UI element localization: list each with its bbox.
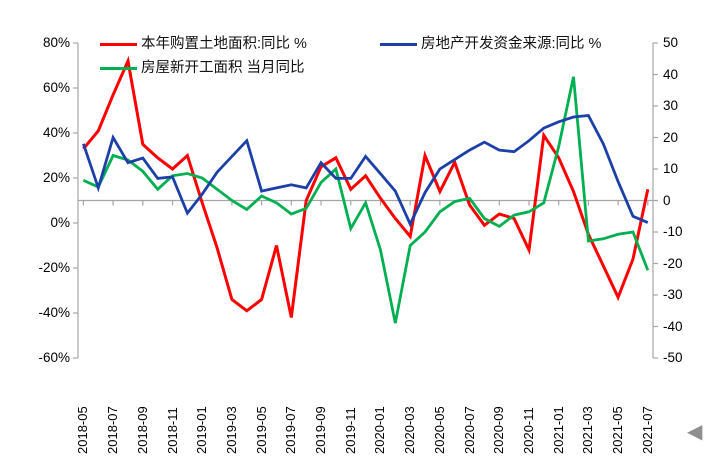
red-line-swatch	[100, 42, 137, 46]
y-axis-right-label: 20	[663, 129, 679, 145]
x-axis-label: 2021-05	[610, 406, 626, 454]
y-axis-left-label: 20%	[42, 170, 70, 185]
x-axis-label: 2020-09	[491, 406, 507, 454]
x-axis-label: 2018-07	[105, 406, 121, 454]
x-axis-label: 2018-05	[75, 406, 91, 454]
legend-label: 房屋新开工面积 当月同比	[141, 60, 305, 76]
x-axis-label: 2021-07	[639, 406, 655, 454]
x-axis-label: 2018-09	[134, 406, 150, 454]
green-line-swatch	[100, 66, 137, 70]
x-axis-label: 2020-07	[461, 406, 477, 454]
y-axis-left-label: -60%	[38, 350, 70, 365]
series-line-red	[82, 55, 650, 318]
legend-label: 房地产开发资金来源:同比 %	[421, 36, 602, 52]
y-axis-right-label: 10	[663, 161, 679, 176]
y-axis-left-label: 40%	[42, 125, 70, 140]
chevron-left-icon[interactable]: ◀	[687, 421, 703, 443]
x-axis-label: 2020-11	[520, 407, 536, 454]
x-axis-label: 2019-03	[223, 406, 239, 454]
y-axis-right-label: 30	[663, 98, 679, 113]
x-axis-label: 2021-03	[580, 406, 596, 454]
y-axis-left-label: 0%	[50, 215, 70, 230]
x-axis-label: 2019-07	[283, 406, 299, 454]
y-axis-right-label: -40	[663, 318, 683, 334]
x-axis-label: 2021-01	[550, 406, 566, 454]
y-axis-right-label: 50	[663, 35, 679, 50]
x-axis-label: 2020-01	[372, 406, 388, 454]
legend-item-land-purchase: 本年购置土地面积:同比 %	[100, 35, 307, 53]
y-axis-right-label: -30	[663, 287, 683, 302]
series-line-green	[82, 76, 650, 324]
x-axis-label: 2019-09	[313, 406, 329, 454]
x-axis-label: 2019-11	[342, 407, 358, 454]
y-axis-right-label: 0	[663, 192, 671, 208]
x-axis-label: 2020-03	[402, 406, 418, 454]
y-axis-right-label: -20	[663, 255, 683, 271]
legend-item-new-starts: 房屋新开工面积 当月同比	[100, 59, 305, 77]
series-line-blue	[82, 114, 649, 228]
blue-line-swatch	[380, 42, 417, 46]
legend-label: 本年购置土地面积:同比 %	[141, 36, 307, 52]
y-axis-right-label: -10	[663, 224, 683, 239]
x-axis-label: 2018-11	[164, 407, 180, 454]
x-axis-label: 2019-01	[194, 406, 210, 454]
legend-item-funding-source: 房地产开发资金来源:同比 %	[380, 35, 601, 53]
y-axis-left-label: 80%	[42, 35, 70, 50]
x-axis-label: 2019-05	[253, 406, 269, 454]
x-axis-label: 2020-05	[431, 406, 447, 454]
y-axis-left-label: 60%	[42, 80, 70, 95]
y-axis-right-label: -50	[663, 350, 683, 365]
y-axis-left-label: -40%	[38, 305, 70, 320]
y-axis-right-label: 40	[663, 66, 679, 82]
y-axis-left-label: -20%	[38, 260, 70, 275]
